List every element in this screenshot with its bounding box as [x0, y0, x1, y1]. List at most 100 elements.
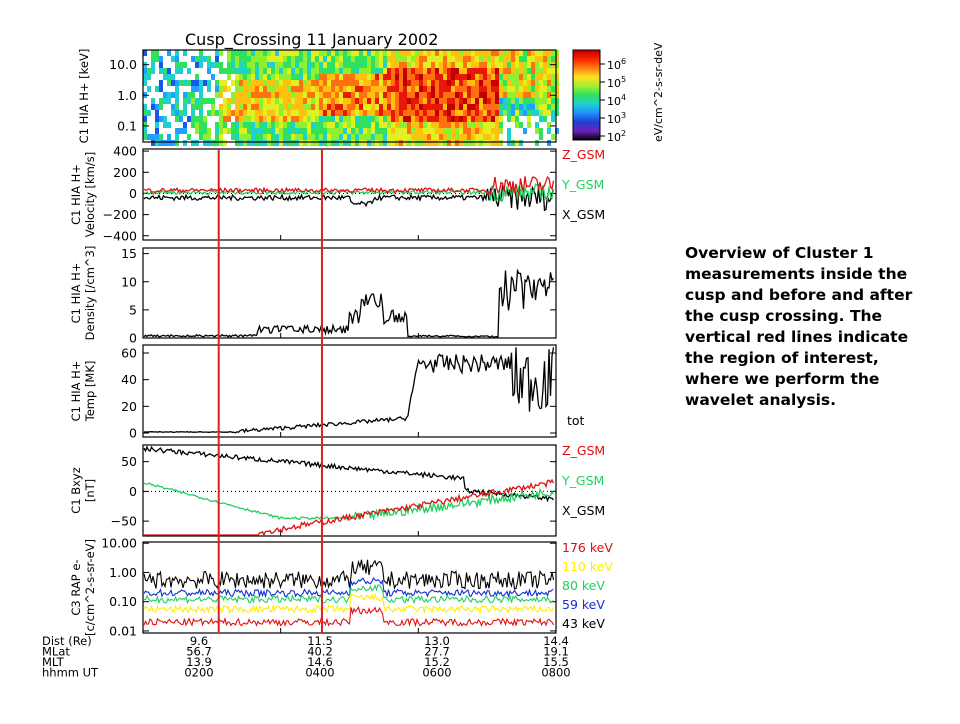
spectrogram-cell [371, 122, 375, 128]
spectrogram-cell [403, 68, 407, 74]
spectrogram-cell [359, 86, 363, 92]
spectrogram-cell [279, 80, 283, 86]
spectrogram-cell [443, 104, 447, 110]
spectrogram-cell [539, 98, 543, 104]
spectrogram-cell [423, 134, 427, 140]
spectrogram-cell [235, 128, 239, 134]
spectrogram-cell [235, 56, 239, 62]
temperature-line [143, 347, 555, 434]
spectrogram-cell [335, 122, 339, 128]
spectrogram-cell [499, 68, 503, 74]
spectrogram-cell [447, 62, 451, 68]
xaxis-row-label: MLT [42, 655, 65, 669]
spectrogram-cell [231, 134, 235, 140]
spectrogram-cell [299, 122, 303, 128]
spectrogram-cell [467, 62, 471, 68]
spectrogram-cell [331, 86, 335, 92]
spectrogram-cell [415, 122, 419, 128]
spectrogram-cell [303, 128, 307, 134]
spectrogram-cell [499, 92, 503, 98]
spectrogram-cell [535, 104, 539, 110]
spectrogram-cell [215, 140, 219, 146]
spectrogram-cell [239, 56, 243, 62]
spectrogram-cell [491, 122, 495, 128]
spectrogram-cell [251, 74, 255, 80]
spectrogram-cell [439, 98, 443, 104]
spectrogram-cell [367, 68, 371, 74]
spectrogram-cell [323, 128, 327, 134]
spectrogram-cell [339, 128, 343, 134]
spectrogram-cell [411, 116, 415, 122]
spectrogram-cell [507, 116, 511, 122]
velocity-ytick-label: 200 [113, 165, 137, 180]
spectrogram-cell [331, 92, 335, 98]
spectrogram-cell [303, 98, 307, 104]
spectrogram-cell [475, 80, 479, 86]
spectrogram-cell [391, 116, 395, 122]
xaxis-row-value: 13.0 [424, 634, 450, 648]
spectrogram-cell [207, 110, 211, 116]
spectrogram-cell [295, 110, 299, 116]
spectrogram-cell [391, 62, 395, 68]
spectrogram-cell [499, 128, 503, 134]
spectrogram-cell [515, 80, 519, 86]
spectrogram-cell [179, 116, 183, 122]
spectrogram-cell [455, 86, 459, 92]
spectrogram-cell [251, 68, 255, 74]
spectrogram-cell [399, 86, 403, 92]
spectrogram-cell [527, 104, 531, 110]
spectrogram-cell [307, 68, 311, 74]
spectrogram-cell [479, 68, 483, 74]
spectrogram-cell [487, 92, 491, 98]
spectrogram-cell [395, 80, 399, 86]
spectrogram-cell [267, 128, 271, 134]
spectrogram-cell [507, 80, 511, 86]
spectrogram-cell [475, 98, 479, 104]
velocity-ylabel: C1 HIA H+ [69, 164, 83, 225]
spectrogram-cell [163, 122, 167, 128]
spectrogram-cell [483, 62, 487, 68]
spectrogram-cell [275, 62, 279, 68]
spectrogram-cell [475, 92, 479, 98]
spectrogram-cell [355, 80, 359, 86]
spectrogram-cell [207, 86, 211, 92]
spectrogram-cell [439, 128, 443, 134]
spectrogram-cell [335, 50, 339, 56]
spectrogram-cell [487, 68, 491, 74]
spectrogram-cell [479, 122, 483, 128]
spectrogram-cell [251, 122, 255, 128]
spectrogram-cell [455, 104, 459, 110]
spectrogram-cell [375, 62, 379, 68]
spectrogram-cell [167, 74, 171, 80]
spectrogram-cell [383, 128, 387, 134]
spectrogram-cell [151, 50, 155, 56]
spectrogram-cell [267, 50, 271, 56]
spectrogram-cell [331, 74, 335, 80]
spectrogram-cell [375, 140, 379, 146]
spectrogram-cell [331, 134, 335, 140]
spectrogram-cell [223, 86, 227, 92]
spectrogram-cell [403, 56, 407, 62]
spectrogram-cell [171, 110, 175, 116]
spectrogram-cell [335, 68, 339, 74]
spectrogram-cell [279, 62, 283, 68]
spectrogram-cell [279, 134, 283, 140]
spectrogram-cell [495, 80, 499, 86]
spectrogram-cell [475, 56, 479, 62]
spectrogram-cell [419, 68, 423, 74]
spectrogram-cell [191, 80, 195, 86]
spectrogram-cell [543, 74, 547, 80]
spectrogram-cell [291, 104, 295, 110]
spectrogram-cell [447, 104, 451, 110]
spectrogram-cell [419, 122, 423, 128]
spectrogram-cell [351, 62, 355, 68]
spectrogram-cell [431, 50, 435, 56]
spectrogram-cell [491, 74, 495, 80]
spectrogram-cell [479, 98, 483, 104]
spectrogram-cell [371, 140, 375, 146]
spectrogram-cell [483, 140, 487, 146]
spectrogram-cell [547, 68, 551, 74]
spectrogram-cell [155, 140, 159, 146]
spectrogram-cell [343, 62, 347, 68]
spectrogram-cell [235, 74, 239, 80]
